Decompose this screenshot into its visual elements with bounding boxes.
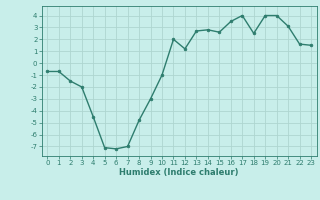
- X-axis label: Humidex (Indice chaleur): Humidex (Indice chaleur): [119, 168, 239, 177]
